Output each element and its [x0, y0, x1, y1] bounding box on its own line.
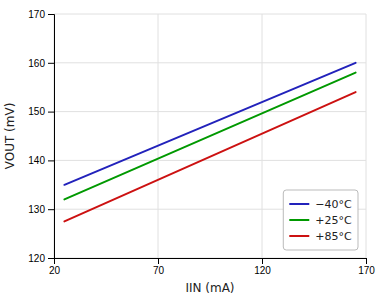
x-tick-mark	[366, 258, 367, 264]
legend-label: +25°C	[315, 214, 352, 227]
y-tick-mark	[48, 160, 54, 161]
legend-box	[283, 190, 358, 250]
y-tick-label: 120	[28, 253, 45, 264]
grid-line-x	[366, 14, 367, 258]
y-tick-mark	[48, 209, 54, 210]
x-tick-label: 170	[358, 265, 375, 276]
x-tick: 170	[358, 258, 375, 276]
y-tick: 120	[28, 253, 54, 264]
y-axis-title: VOUT (mV)	[3, 103, 17, 170]
y-tick-mark	[48, 112, 54, 113]
legend-item: +85°C	[289, 230, 352, 243]
legend: −40°C +25°C +85°C	[283, 190, 358, 250]
series-line	[64, 73, 355, 200]
x-tick: 70	[153, 258, 165, 276]
x-axis: 20 70 120 170	[49, 258, 375, 276]
x-tick-label: 20	[49, 265, 61, 276]
y-axis: 120 130 140 150 160 170	[28, 9, 54, 264]
y-axis-line	[48, 15, 55, 259]
y-tick-mark	[48, 63, 54, 64]
y-tick: 130	[28, 204, 54, 215]
plot-area: 20 70 120 170 120 130 140 150 160 170 −40°C +25°C +8…	[28, 9, 375, 276]
x-axis-line	[55, 259, 367, 265]
grid-line-y	[54, 62, 366, 63]
x-tick: 120	[254, 258, 271, 276]
x-tick-mark	[262, 258, 263, 264]
x-tick: 20	[49, 258, 61, 276]
y-tick-label: 150	[28, 106, 45, 117]
legend-item: −40°C	[289, 198, 352, 211]
y-tick: 160	[28, 58, 54, 69]
y-tick: 170	[28, 9, 54, 20]
grid	[54, 14, 366, 258]
legend-item: +25°C	[289, 214, 352, 227]
x-axis-title: IIN (mA)	[185, 281, 234, 295]
series-line	[64, 63, 355, 185]
legend-label: −40°C	[315, 198, 352, 211]
y-tick-label: 140	[28, 155, 45, 166]
legend-label: +85°C	[315, 230, 352, 243]
y-tick-mark	[48, 258, 54, 259]
grid-line-y	[54, 111, 366, 112]
y-tick-mark	[48, 14, 54, 15]
x-tick-mark	[158, 258, 159, 264]
grid-line-x	[262, 14, 263, 258]
grid-line-y	[54, 160, 366, 161]
y-tick-label: 130	[28, 204, 45, 215]
chart: 20 70 120 170 120 130 140 150 160 170 −40°C +25°C +8…	[0, 0, 382, 300]
legend-swatch	[289, 219, 309, 221]
legend-swatch	[289, 203, 309, 205]
y-tick: 150	[28, 106, 54, 117]
x-tick-label: 70	[153, 265, 165, 276]
y-tick-label: 160	[28, 58, 45, 69]
legend-swatch	[289, 235, 309, 237]
grid-line-y	[54, 14, 366, 15]
grid-line-x	[158, 14, 159, 258]
x-tick-label: 120	[254, 265, 271, 276]
y-tick-label: 170	[28, 9, 45, 20]
y-tick: 140	[28, 155, 54, 166]
